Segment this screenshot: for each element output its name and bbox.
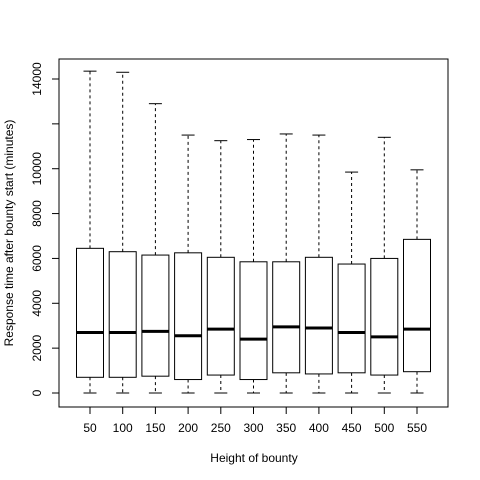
x-tick-label: 50 [83,421,97,435]
iqr-box [76,247,104,378]
box-group [76,70,431,394]
iqr-box [337,263,366,374]
iqr-box [174,252,203,381]
x-axis-label: Height of bounty [210,451,297,465]
iqr-box [403,238,431,373]
box-550 [403,169,431,394]
box-450 [337,171,366,394]
iqr-box [304,256,333,375]
y-tick-label: 10000 [30,152,44,186]
iqr-box [141,254,170,377]
iqr-box [239,261,268,381]
x-tick-label: 150 [145,421,165,435]
iqr-box [272,261,301,374]
box-300 [239,139,268,394]
y-tick-label: 6000 [30,245,44,272]
y-tick-label: 4000 [30,290,44,317]
x-axis: 50 100 150 200 250 300 350 400 450 500 550 [83,406,427,435]
x-tick-label: 350 [276,421,296,435]
box-200 [174,134,203,394]
box-350 [272,133,301,394]
x-tick-label: 450 [342,421,362,435]
x-tick-label: 100 [113,421,133,435]
x-tick-label: 300 [243,421,263,435]
box-150 [141,103,170,394]
box-250 [206,140,235,394]
box-500 [370,136,399,394]
box-400 [304,134,333,394]
box-50 [76,70,104,394]
y-tick-label: 14000 [30,62,44,96]
y-tick-label: 2000 [30,334,44,361]
x-tick-label: 500 [374,421,394,435]
x-tick-label: 550 [407,421,427,435]
x-tick-label: 400 [309,421,329,435]
iqr-box [108,251,137,378]
y-axis: 0 2000 4000 6000 8000 10000 14000 [30,62,60,396]
iqr-box [370,257,399,376]
box-100 [108,71,137,394]
y-tick-label: 8000 [30,200,44,227]
x-tick-label: 200 [178,421,198,435]
y-axis-label: Response time after bounty start (minute… [2,120,16,347]
y-tick-label: 0 [30,389,44,396]
iqr-box [206,256,235,376]
x-tick-label: 250 [211,421,231,435]
